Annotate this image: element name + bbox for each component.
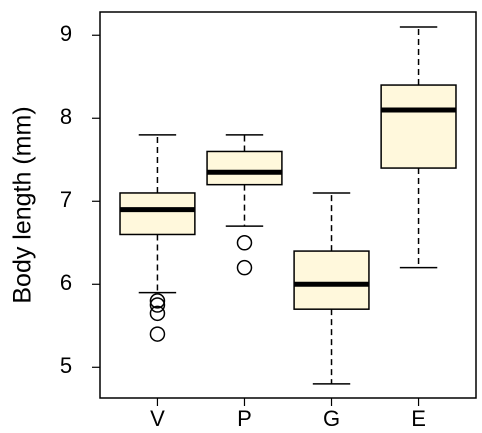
outlier bbox=[236, 235, 253, 251]
box bbox=[119, 192, 196, 236]
y-tick-label: 9 bbox=[60, 21, 72, 46]
x-tick-label: G bbox=[323, 406, 340, 431]
outlier bbox=[149, 326, 166, 342]
outlier bbox=[149, 297, 166, 313]
y-tick-label: 8 bbox=[60, 104, 72, 129]
outlier bbox=[149, 305, 166, 322]
outlier bbox=[149, 293, 166, 309]
box bbox=[293, 250, 370, 310]
outlier bbox=[236, 259, 253, 276]
y-axis-label: Body length (mm) bbox=[9, 106, 37, 303]
x-tick-label: V bbox=[150, 406, 165, 431]
x-tick-label: E bbox=[411, 406, 426, 431]
box bbox=[206, 150, 283, 186]
plot-frame bbox=[99, 11, 477, 399]
y-tick-label: 6 bbox=[60, 270, 72, 295]
y-tick-label: 5 bbox=[60, 353, 72, 378]
box bbox=[380, 84, 457, 169]
x-tick-label: P bbox=[237, 406, 252, 431]
y-tick-label: 7 bbox=[60, 187, 72, 212]
